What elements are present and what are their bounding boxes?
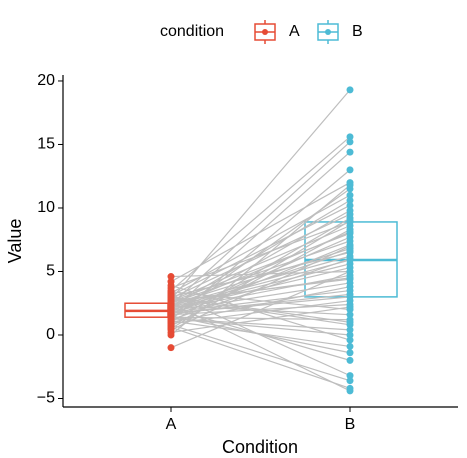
pair-line: [170, 151, 351, 312]
pair-line: [170, 320, 351, 348]
pair-line: [170, 274, 351, 311]
pair-line: [170, 289, 351, 313]
point: [346, 283, 354, 291]
point: [346, 318, 354, 326]
y-tick-label: 5: [46, 263, 55, 280]
legend-title: condition: [160, 23, 224, 40]
x-axis-title: Condition: [222, 437, 298, 457]
point: [346, 349, 354, 357]
pair-line: [170, 204, 351, 297]
point: [167, 298, 175, 306]
pair-line: [170, 315, 351, 354]
x-tick-label: B: [345, 416, 356, 433]
legend-label: A: [289, 23, 300, 40]
pair-line: [170, 199, 351, 308]
point: [167, 273, 175, 281]
point: [346, 133, 354, 141]
pair-line: [170, 277, 351, 303]
legend-key-point: [262, 29, 268, 35]
point: [346, 267, 354, 275]
point: [167, 344, 175, 352]
point: [346, 303, 354, 311]
point: [346, 191, 354, 199]
point: [167, 303, 175, 311]
point: [346, 297, 354, 305]
point: [167, 316, 175, 324]
point: [346, 228, 354, 236]
legend-label: B: [352, 23, 363, 40]
point: [346, 377, 354, 385]
pair-line: [170, 300, 351, 325]
point: [167, 331, 175, 339]
y-tick-label: 10: [37, 199, 55, 216]
pair-line: [170, 282, 351, 312]
point: [346, 336, 354, 344]
pair-line: [170, 89, 351, 300]
y-tick-label: 0: [46, 326, 55, 343]
point: [346, 311, 354, 319]
legend-key-point: [325, 29, 331, 35]
point: [346, 233, 354, 241]
pair-line: [170, 141, 351, 305]
point: [346, 207, 354, 215]
point: [346, 356, 354, 364]
pair-line: [170, 316, 351, 321]
pair-line: [170, 236, 351, 316]
point: [346, 372, 354, 380]
point: [346, 166, 354, 174]
point: [346, 148, 354, 156]
point: [346, 255, 354, 263]
point: [346, 384, 354, 392]
pair-line: [170, 245, 351, 331]
x-tick-label: A: [166, 416, 177, 433]
pair-line: [170, 240, 351, 304]
point: [346, 86, 354, 94]
y-tick-label: −5: [37, 390, 55, 407]
pair-line: [170, 326, 351, 389]
point: [346, 274, 354, 282]
point: [346, 331, 354, 339]
point: [346, 181, 354, 189]
pair-line: [170, 317, 351, 331]
pair-line: [170, 293, 351, 377]
point: [346, 138, 354, 146]
pair-line: [170, 306, 351, 334]
pair-line: [170, 324, 351, 382]
point: [346, 342, 354, 350]
point: [346, 326, 354, 334]
pair-line: [170, 231, 351, 308]
pair-line: [170, 259, 351, 308]
point: [167, 293, 175, 301]
pair-line: [170, 184, 351, 336]
y-tick-label: 15: [37, 136, 55, 153]
pair-line: [170, 296, 351, 323]
point: [346, 242, 354, 250]
point: [346, 201, 354, 209]
point: [346, 196, 354, 204]
y-axis-title: Value: [5, 219, 25, 264]
point: [346, 247, 354, 255]
y-tick-label: 20: [37, 72, 55, 89]
point: [346, 217, 354, 225]
pair-line: [170, 317, 351, 336]
